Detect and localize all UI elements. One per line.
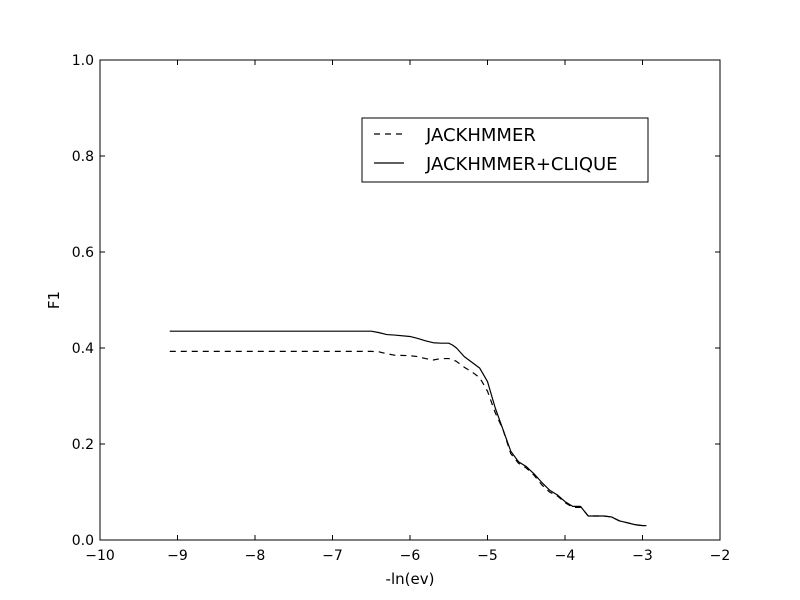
x-tick-label: −7 xyxy=(322,548,343,564)
x-tick-label: −10 xyxy=(85,548,115,564)
x-axis-label: -ln(ev) xyxy=(386,570,435,588)
x-tick-label: −5 xyxy=(477,548,498,564)
legend-frame xyxy=(361,117,649,183)
plot-frame xyxy=(99,59,721,541)
x-tick-label: −4 xyxy=(555,548,576,564)
ticks-layer: −10 −9 −8 −7 −6 −5 −4 −3 −2 0.0 0.2 0.4 0.6 0.8 1.0 xyxy=(72,53,731,564)
y-tick-label: 1.0 xyxy=(72,53,94,69)
y-tick-label: 0.8 xyxy=(72,149,94,165)
y-tick-label: 0.4 xyxy=(72,341,94,357)
x-tick-label: −2 xyxy=(710,548,731,564)
y-axis-label: F1 xyxy=(45,291,63,309)
y-tick-label: 0.2 xyxy=(72,437,94,453)
series-line-jackhmmer-clique xyxy=(169,330,647,527)
legend-label-jackhmmer-clique: JACKHMMER+CLIQUE xyxy=(425,154,618,175)
x-tick-label: −8 xyxy=(245,548,266,564)
series-layer xyxy=(169,330,647,527)
y-tick-label: 0.0 xyxy=(72,533,94,549)
x-tick-label: −6 xyxy=(400,548,421,564)
legend-label-jackhmmer: JACKHMMER xyxy=(425,125,536,146)
x-tick-label: −3 xyxy=(632,548,653,564)
y-tick-label: 0.6 xyxy=(72,245,94,261)
x-tick-label: −9 xyxy=(167,548,188,564)
legend: JACKHMMER JACKHMMER+CLIQUE xyxy=(361,117,649,183)
